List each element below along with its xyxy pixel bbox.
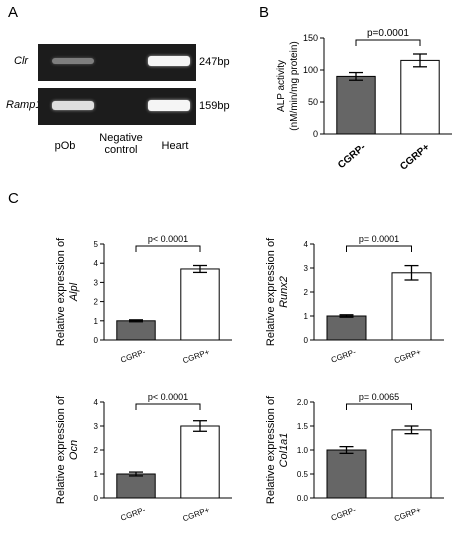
col1a1-ytick-label: 0.0	[297, 494, 309, 503]
chart-col1a1: 0.0 0.5 1.0 1.5 2.0 CGRP- CGRP+ p= 0.0065 Relati…	[265, 392, 444, 523]
col1a1-xtick-label: CGRP+	[393, 505, 422, 523]
ocn-ylabel-2: Ocn	[68, 440, 80, 460]
ocn-ylabel: Relative expression of	[55, 395, 67, 504]
col1a1-ytick-label: 0.5	[297, 470, 309, 479]
alpl-ytick-label: 0	[94, 336, 99, 345]
panel-letter-a: A	[8, 4, 19, 21]
band-ramp1-heart	[148, 100, 190, 111]
ocn-ytick-label: 2	[94, 446, 99, 455]
alpl-xtick-label: CGRP-	[119, 347, 147, 364]
b-xtick-label: CGRP-	[336, 142, 368, 171]
alpl-ytick-label: 4	[94, 259, 99, 268]
b-significance-bracket	[355, 39, 421, 46]
b-ytick-label: 0	[313, 129, 318, 139]
alpl-pvalue: p< 0.0001	[148, 234, 188, 244]
b-xtick-label: CGRP+	[398, 142, 432, 173]
ocn-ytick-label: 3	[94, 422, 99, 431]
lane-label-negative-control: Negative control	[99, 132, 143, 156]
panel-letter-b: B	[259, 4, 270, 21]
col1a1-bar-cgrp-pos	[391, 429, 432, 499]
b-ytick-label: 100	[303, 65, 318, 75]
runx2-bar-cgrp-pos	[391, 272, 432, 341]
runx2-bar-cgrp-neg	[326, 315, 367, 341]
ocn-significance-bracket	[135, 403, 201, 410]
runx2-ylabel: Relative expression of	[265, 237, 277, 346]
b-ylabel-2: (nM/min/mg protein)	[289, 41, 300, 130]
runx2-xtick-label: CGRP-	[330, 347, 358, 364]
chart-runx2: 0 1 2 3 4 CGRP- CGRP+ p= 0.0001 Relative express…	[265, 234, 444, 365]
col1a1-bar-cgrp-neg	[326, 449, 367, 499]
ocn-bar-cgrp-pos	[180, 425, 220, 499]
ocn-xtick-label: CGRP-	[119, 505, 147, 522]
chart-alpl: 0 1 2 3 4 5 CGRP- CGRP+ p< 0.0001 Relative expres…	[55, 234, 232, 365]
size-label-ramp1: 159bp	[199, 100, 230, 112]
col1a1-ytick-label: 1.5	[297, 422, 309, 431]
size-label-clr: 247bp	[199, 56, 230, 68]
b-pvalue: p=0.0001	[367, 28, 409, 39]
lane-label-heart: Heart	[161, 140, 189, 152]
b-ytick-label: 150	[303, 33, 318, 43]
ocn-ytick-label: 1	[94, 470, 99, 479]
col1a1-pvalue: p= 0.0065	[359, 392, 399, 402]
gel-image-ramp1	[38, 88, 196, 125]
alpl-ytick-label: 2	[94, 298, 99, 307]
runx2-ytick-label: 4	[304, 240, 309, 249]
alpl-ytick-label: 3	[94, 278, 99, 287]
alpl-bar-cgrp-pos	[180, 268, 220, 341]
ocn-xtick-label: CGRP+	[181, 505, 210, 523]
runx2-ytick-label: 1	[304, 312, 309, 321]
chart-ocn: 0 1 2 3 4 CGRP- CGRP+ p< 0.0001 Relative express…	[55, 392, 232, 523]
lane-label-pob: pOb	[54, 140, 76, 152]
alpl-significance-bracket	[135, 245, 201, 252]
b-bar-cgrp-pos	[400, 59, 440, 135]
col1a1-xtick-label: CGRP-	[330, 505, 358, 522]
b-ytick-label: 50	[308, 97, 318, 107]
alpl-ytick-label: 5	[94, 240, 99, 249]
runx2-ytick-label: 3	[304, 264, 309, 273]
gene-label-clr: Clr	[14, 55, 29, 67]
ocn-bar-cgrp-neg	[116, 473, 156, 499]
b-bar-cgrp-neg	[336, 75, 376, 135]
chart-alp-activity: 0 50 100 150 CGRP- CGRP+ p=0.0001 ALP activity(…	[276, 28, 452, 173]
ocn-ytick-label: 0	[94, 494, 99, 503]
ocn-ytick-label: 4	[94, 398, 99, 407]
b-ylabel: ALP activity	[276, 60, 287, 112]
runx2-ytick-label: 0	[304, 336, 309, 345]
gene-label-ramp1: Ramp1	[6, 99, 42, 111]
alpl-ytick-label: 1	[94, 317, 99, 326]
runx2-ylabel-2: Runx2	[278, 276, 290, 308]
gel-image-clr	[38, 44, 196, 81]
alpl-ylabel-2: Alpl	[68, 282, 80, 302]
col1a1-ylabel-2: Col1a1	[278, 433, 290, 468]
band-ramp1-pob	[52, 101, 94, 110]
col1a1-ylabel: Relative expression of	[265, 395, 277, 504]
runx2-xtick-label: CGRP+	[393, 347, 422, 365]
band-clr-heart	[148, 56, 190, 66]
panel-letter-c: C	[8, 190, 19, 207]
alpl-xtick-label: CGRP+	[181, 347, 210, 365]
col1a1-significance-bracket	[346, 403, 412, 410]
alpl-ylabel: Relative expression of	[55, 237, 67, 346]
col1a1-ytick-label: 1.0	[297, 446, 309, 455]
ocn-pvalue: p< 0.0001	[148, 392, 188, 402]
col1a1-ytick-label: 2.0	[297, 398, 309, 407]
runx2-significance-bracket	[346, 245, 412, 252]
alpl-bar-cgrp-neg	[116, 320, 156, 341]
runx2-ytick-label: 2	[304, 288, 309, 297]
runx2-pvalue: p= 0.0001	[359, 234, 399, 244]
band-clr-pob	[52, 58, 94, 64]
